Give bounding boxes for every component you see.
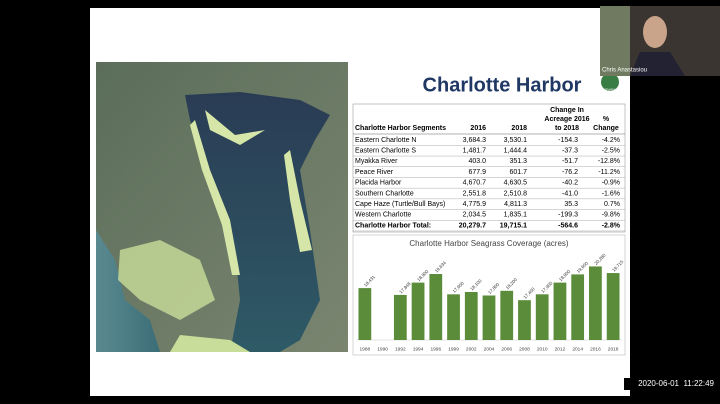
x-tick-label: 2004	[484, 346, 495, 352]
participant-name: Chris Anastasiou	[602, 68, 647, 74]
x-tick-label: 2012	[555, 346, 566, 352]
timestamp: 2020-06-01 11:22:49	[638, 379, 714, 388]
table-header: %	[603, 116, 610, 123]
x-tick-label: 2006	[501, 346, 512, 352]
participant-face	[643, 16, 667, 48]
table-cell: 19,715.1	[500, 222, 527, 229]
map	[96, 62, 348, 352]
bar	[429, 274, 443, 340]
table-cell: 35.3	[564, 201, 578, 208]
table-header: to 2018	[555, 125, 579, 132]
table-cell: Cape Haze (Turtle/Bull Bays)	[355, 201, 445, 208]
table-cell: Placida Harbor	[355, 180, 402, 187]
slide-title: Charlotte Harbor	[423, 74, 582, 96]
table-cell: -76.2	[562, 169, 578, 176]
table-cell: -12.8%	[598, 158, 620, 165]
bar	[535, 294, 549, 340]
table-cell: Eastern Charlotte N	[355, 137, 416, 144]
participant-body	[630, 52, 685, 76]
table-cell: Western Charlotte	[355, 212, 411, 219]
bar	[411, 282, 425, 340]
chart-title: Charlotte Harbor Seagrass Coverage (acre…	[409, 239, 569, 248]
table-cell: 403.0	[468, 158, 486, 165]
bar	[606, 273, 620, 340]
x-tick-label: 1990	[377, 346, 388, 352]
logo-icon	[601, 73, 619, 91]
bar	[358, 288, 372, 340]
table	[352, 103, 626, 233]
logo-text: SWIM	[605, 87, 616, 92]
x-tick-label: 2016	[590, 346, 601, 352]
webcam-window	[600, 6, 630, 76]
table-cell: 1,444.4	[504, 148, 527, 155]
table-cell: 1,835.1	[504, 212, 527, 219]
table-cell: -2.5%	[602, 148, 620, 155]
table-body: Charlotte Harbor Segments 2016 2018 Change …	[353, 107, 625, 232]
table-cell: 0.7%	[604, 201, 620, 208]
table-cell: -4.2%	[602, 137, 620, 144]
table-cell: 4,775.9	[463, 201, 486, 208]
table-cell: 2,551.8	[463, 190, 486, 197]
table-cell: -2.8%	[602, 222, 621, 229]
table-header: 2016	[470, 125, 486, 132]
x-tick-label: 2014	[572, 346, 583, 352]
x-tick-label: 1996	[430, 346, 441, 352]
table-cell: -37.3	[562, 148, 578, 155]
timestamp-bg	[624, 378, 718, 390]
x-tick-label: 1999	[448, 346, 459, 352]
table-cell: 2,510.8	[504, 190, 527, 197]
table-cell: -40.2	[562, 180, 578, 187]
bar	[589, 266, 602, 340]
table-header: Change In	[550, 107, 584, 114]
bar	[500, 290, 514, 340]
bar	[447, 294, 460, 340]
table-cell: -41.0	[562, 190, 578, 197]
table-cell: -154.3	[558, 137, 578, 144]
bar	[553, 282, 567, 340]
table-cell: 601.7	[509, 169, 527, 176]
x-tick-label: 2002	[466, 346, 477, 352]
bar	[464, 291, 478, 340]
table-cell: Charlotte Harbor Total:	[355, 222, 431, 229]
x-tick-label: 1994	[413, 346, 424, 352]
bar	[482, 295, 496, 340]
table-cell: 3,684.3	[463, 137, 486, 144]
table-cell: 3,530.1	[504, 137, 527, 144]
table-cell: -1.6%	[602, 190, 620, 197]
x-tick-label: 2010	[537, 346, 548, 352]
table-cell: 20,279.7	[459, 222, 486, 229]
bar	[571, 274, 585, 340]
table-cell: 677.9	[468, 169, 486, 176]
table-header: Acreage 2016	[544, 116, 589, 123]
table-cell: 4,670.7	[463, 180, 486, 187]
bar	[393, 294, 407, 340]
x-tick-label: 2008	[519, 346, 530, 352]
table-cell: -199.3	[558, 212, 578, 219]
table-cell: -51.7	[562, 158, 578, 165]
table-cell: -564.6	[558, 222, 578, 229]
table-cell: Southern Charlotte	[355, 190, 414, 197]
table-cell: 4,630.5	[504, 180, 527, 187]
table-cell: -0.9%	[602, 180, 620, 187]
table-header: Change	[593, 125, 619, 132]
table-cell: 351.3	[509, 158, 527, 165]
x-tick-label: 1988	[360, 346, 371, 352]
table-cell: -11.2%	[598, 169, 620, 176]
table-header: Charlotte Harbor Segments	[355, 125, 446, 132]
table-cell: Myakka River	[355, 158, 398, 165]
table-cell: -9.8%	[602, 212, 620, 219]
x-tick-label: 2018	[608, 346, 619, 352]
table-cell: 4,811.3	[504, 201, 527, 208]
x-tick-label: 1992	[395, 346, 406, 352]
table-cell: 2,034.5	[463, 212, 486, 219]
table-cell: Peace River	[355, 169, 394, 176]
bar	[518, 300, 531, 340]
table-cell: 1,481.7	[463, 148, 486, 155]
table-header: 2018	[511, 125, 527, 132]
table-cell: Eastern Charlotte S	[355, 148, 416, 155]
